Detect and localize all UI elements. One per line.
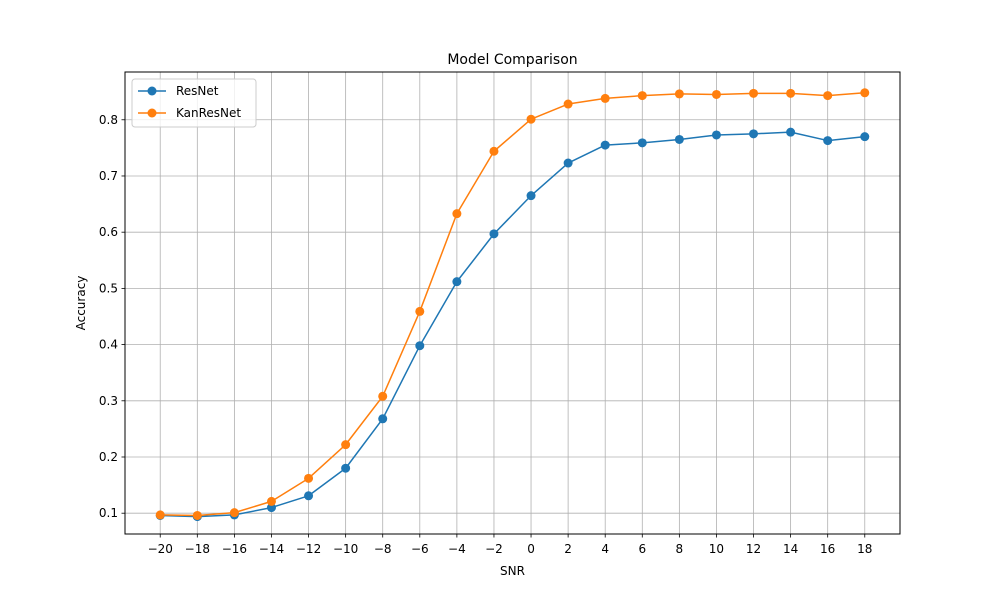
y-tick-label: 0.2 (99, 450, 118, 464)
y-tick-label: 0.7 (99, 169, 118, 183)
x-tick-label: 0 (527, 542, 535, 556)
x-tick-label: −18 (185, 542, 210, 556)
data-point-kanresnet (266, 496, 276, 506)
y-axis-label: Accuracy (74, 276, 88, 331)
x-tick-label: 8 (676, 542, 684, 556)
data-point-resnet (489, 229, 499, 239)
x-tick-label: −14 (259, 542, 284, 556)
data-point-resnet (637, 138, 647, 148)
legend-marker-resnet (147, 86, 157, 96)
x-tick-label: −4 (448, 542, 466, 556)
series-kanresnet (155, 88, 870, 520)
data-point-kanresnet (563, 99, 573, 109)
data-point-resnet (304, 491, 314, 501)
data-point-resnet (600, 140, 610, 150)
data-point-kanresnet (192, 510, 202, 520)
data-point-resnet (563, 158, 573, 168)
x-axis-label: SNR (500, 564, 525, 578)
legend-label-resnet: ResNet (176, 84, 219, 98)
data-point-kanresnet (526, 114, 536, 124)
data-point-kanresnet (749, 88, 759, 98)
series-resnet (155, 127, 870, 522)
x-tick-label: −10 (333, 542, 358, 556)
y-tick-label: 0.4 (99, 338, 118, 352)
x-axis-ticks: −20 −18 −16 −14 −12 −10 −8 −6 −4 −2 0 2 4 6 8 10 12 14 16 1… (148, 534, 872, 556)
data-point-resnet (823, 136, 833, 146)
series-line-resnet (160, 131, 865, 518)
x-tick-label: 4 (601, 542, 609, 556)
data-point-resnet (415, 341, 425, 351)
data-point-kanresnet (600, 93, 610, 103)
legend-label-kanresnet: KanResNet (176, 106, 241, 120)
data-point-kanresnet (378, 391, 388, 401)
x-tick-label: 18 (857, 542, 872, 556)
data-point-resnet (378, 414, 388, 424)
y-axis-ticks: 0.1 0.2 0.3 0.4 0.5 0.6 0.7 0.8 (99, 113, 125, 520)
data-point-resnet (674, 134, 684, 144)
x-tick-label: 6 (638, 542, 646, 556)
data-point-resnet (341, 463, 351, 473)
data-point-kanresnet (637, 91, 647, 101)
data-point-kanresnet (155, 510, 165, 520)
data-point-resnet (452, 277, 462, 287)
data-point-kanresnet (452, 209, 462, 219)
series-line-kanresnet (160, 92, 865, 517)
data-point-resnet (711, 130, 721, 140)
data-point-resnet (526, 191, 536, 201)
data-point-kanresnet (711, 89, 721, 99)
data-point-kanresnet (674, 89, 684, 99)
x-tick-label: −8 (374, 542, 392, 556)
y-tick-label: 0.6 (99, 225, 118, 239)
chart-title: Model Comparison (447, 52, 577, 68)
x-tick-label: 10 (709, 542, 724, 556)
series-layer (155, 88, 870, 522)
x-tick-label: 14 (783, 542, 798, 556)
data-point-resnet (266, 503, 276, 513)
x-tick-label: 2 (564, 542, 572, 556)
data-point-kanresnet (304, 473, 314, 483)
legend-marker-kanresnet (147, 108, 157, 118)
data-point-kanresnet (489, 146, 499, 156)
x-tick-label: −6 (411, 542, 429, 556)
data-point-resnet (786, 127, 796, 137)
plot-frame (124, 71, 901, 535)
y-tick-label: 0.3 (99, 394, 118, 408)
data-point-kanresnet (860, 88, 870, 98)
x-tick-label: 16 (820, 542, 835, 556)
x-tick-label: −16 (222, 542, 247, 556)
y-tick-label: 0.5 (99, 281, 118, 295)
data-point-kanresnet (341, 440, 351, 450)
y-tick-label: 0.8 (99, 113, 118, 127)
data-point-kanresnet (786, 88, 796, 98)
x-tick-label: −12 (296, 542, 321, 556)
data-point-kanresnet (229, 508, 239, 518)
x-tick-label: −20 (148, 542, 173, 556)
legend: ResNet KanResNet (131, 78, 257, 128)
x-tick-label: −2 (485, 542, 503, 556)
grid-lines (125, 72, 900, 534)
y-tick-label: 0.1 (99, 506, 118, 520)
x-tick-label: 12 (746, 542, 761, 556)
data-point-resnet (860, 132, 870, 142)
data-point-kanresnet (823, 91, 833, 101)
data-point-kanresnet (415, 306, 425, 316)
data-point-resnet (749, 129, 759, 139)
